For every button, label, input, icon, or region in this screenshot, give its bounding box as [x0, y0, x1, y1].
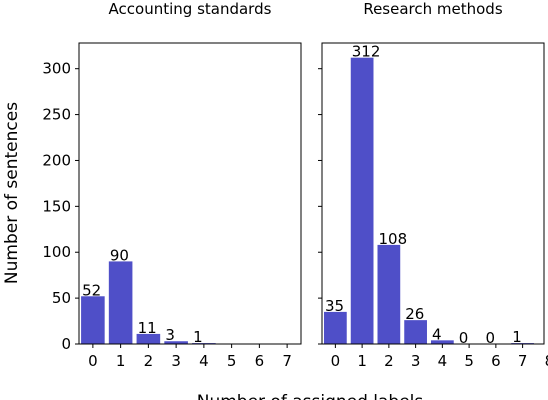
bar [350, 57, 374, 345]
axes-frame [78, 42, 302, 345]
bar [164, 341, 188, 344]
x-tick-label: 4 [438, 352, 448, 370]
x-tick-label: 7 [518, 352, 528, 370]
x-tick-label: 1 [116, 352, 126, 370]
x-tick-label: 3 [411, 352, 421, 370]
y-tick-label: 50 [52, 289, 71, 307]
bar [404, 320, 427, 344]
x-tick-label: 6 [255, 352, 265, 370]
panel-title: Accounting standards [109, 0, 272, 18]
x-tick-label: 8 [545, 352, 548, 370]
x-tick-label: 3 [171, 352, 181, 370]
x-tick-label: 5 [227, 352, 237, 370]
bar-value-label: 90 [110, 246, 129, 264]
panel-title: Research methods [363, 0, 502, 18]
x-tick-label: 6 [491, 352, 501, 370]
bar-value-label: 312 [352, 43, 381, 61]
y-tick-label: 150 [42, 197, 71, 215]
bar-value-label: 1 [512, 328, 522, 346]
bar-value-label: 52 [82, 281, 101, 299]
y-tick-label: 250 [42, 106, 71, 124]
bar [81, 296, 105, 344]
x-tick-label: 2 [384, 352, 394, 370]
y-tick-label: 200 [42, 151, 71, 169]
bar-value-label: 0 [485, 329, 495, 347]
x-tick-label: 0 [331, 352, 341, 370]
bar [324, 311, 347, 344]
bar-value-label: 4 [432, 325, 442, 343]
x-axis-title: Number of assigned labels [197, 392, 424, 400]
y-tick-label: 0 [61, 335, 71, 353]
x-tick-label: 4 [199, 352, 209, 370]
bar-value-label: 1 [193, 328, 203, 346]
x-tick-label: 0 [88, 352, 98, 370]
x-tick-label: 2 [144, 352, 154, 370]
bar-value-label: 35 [325, 297, 344, 315]
bar-value-label: 0 [459, 329, 469, 347]
y-tick-label: 100 [42, 243, 71, 261]
bar-value-label: 26 [405, 305, 424, 323]
bar-value-label: 11 [138, 319, 157, 337]
bar [430, 340, 454, 344]
x-tick-label: 1 [357, 352, 367, 370]
axes-frame [321, 42, 545, 345]
y-axis-title: Number of sentences [2, 102, 22, 284]
bar-value-label: 3 [165, 326, 175, 344]
bar [377, 244, 401, 344]
x-tick-label: 7 [282, 352, 292, 370]
x-tick-label: 5 [464, 352, 474, 370]
y-tick-label: 300 [42, 60, 71, 78]
bar-value-label: 108 [379, 230, 408, 248]
bar [108, 261, 133, 344]
panel-research-methods: Research methods35312108264001012345678 [318, 0, 548, 370]
bar [136, 333, 161, 344]
